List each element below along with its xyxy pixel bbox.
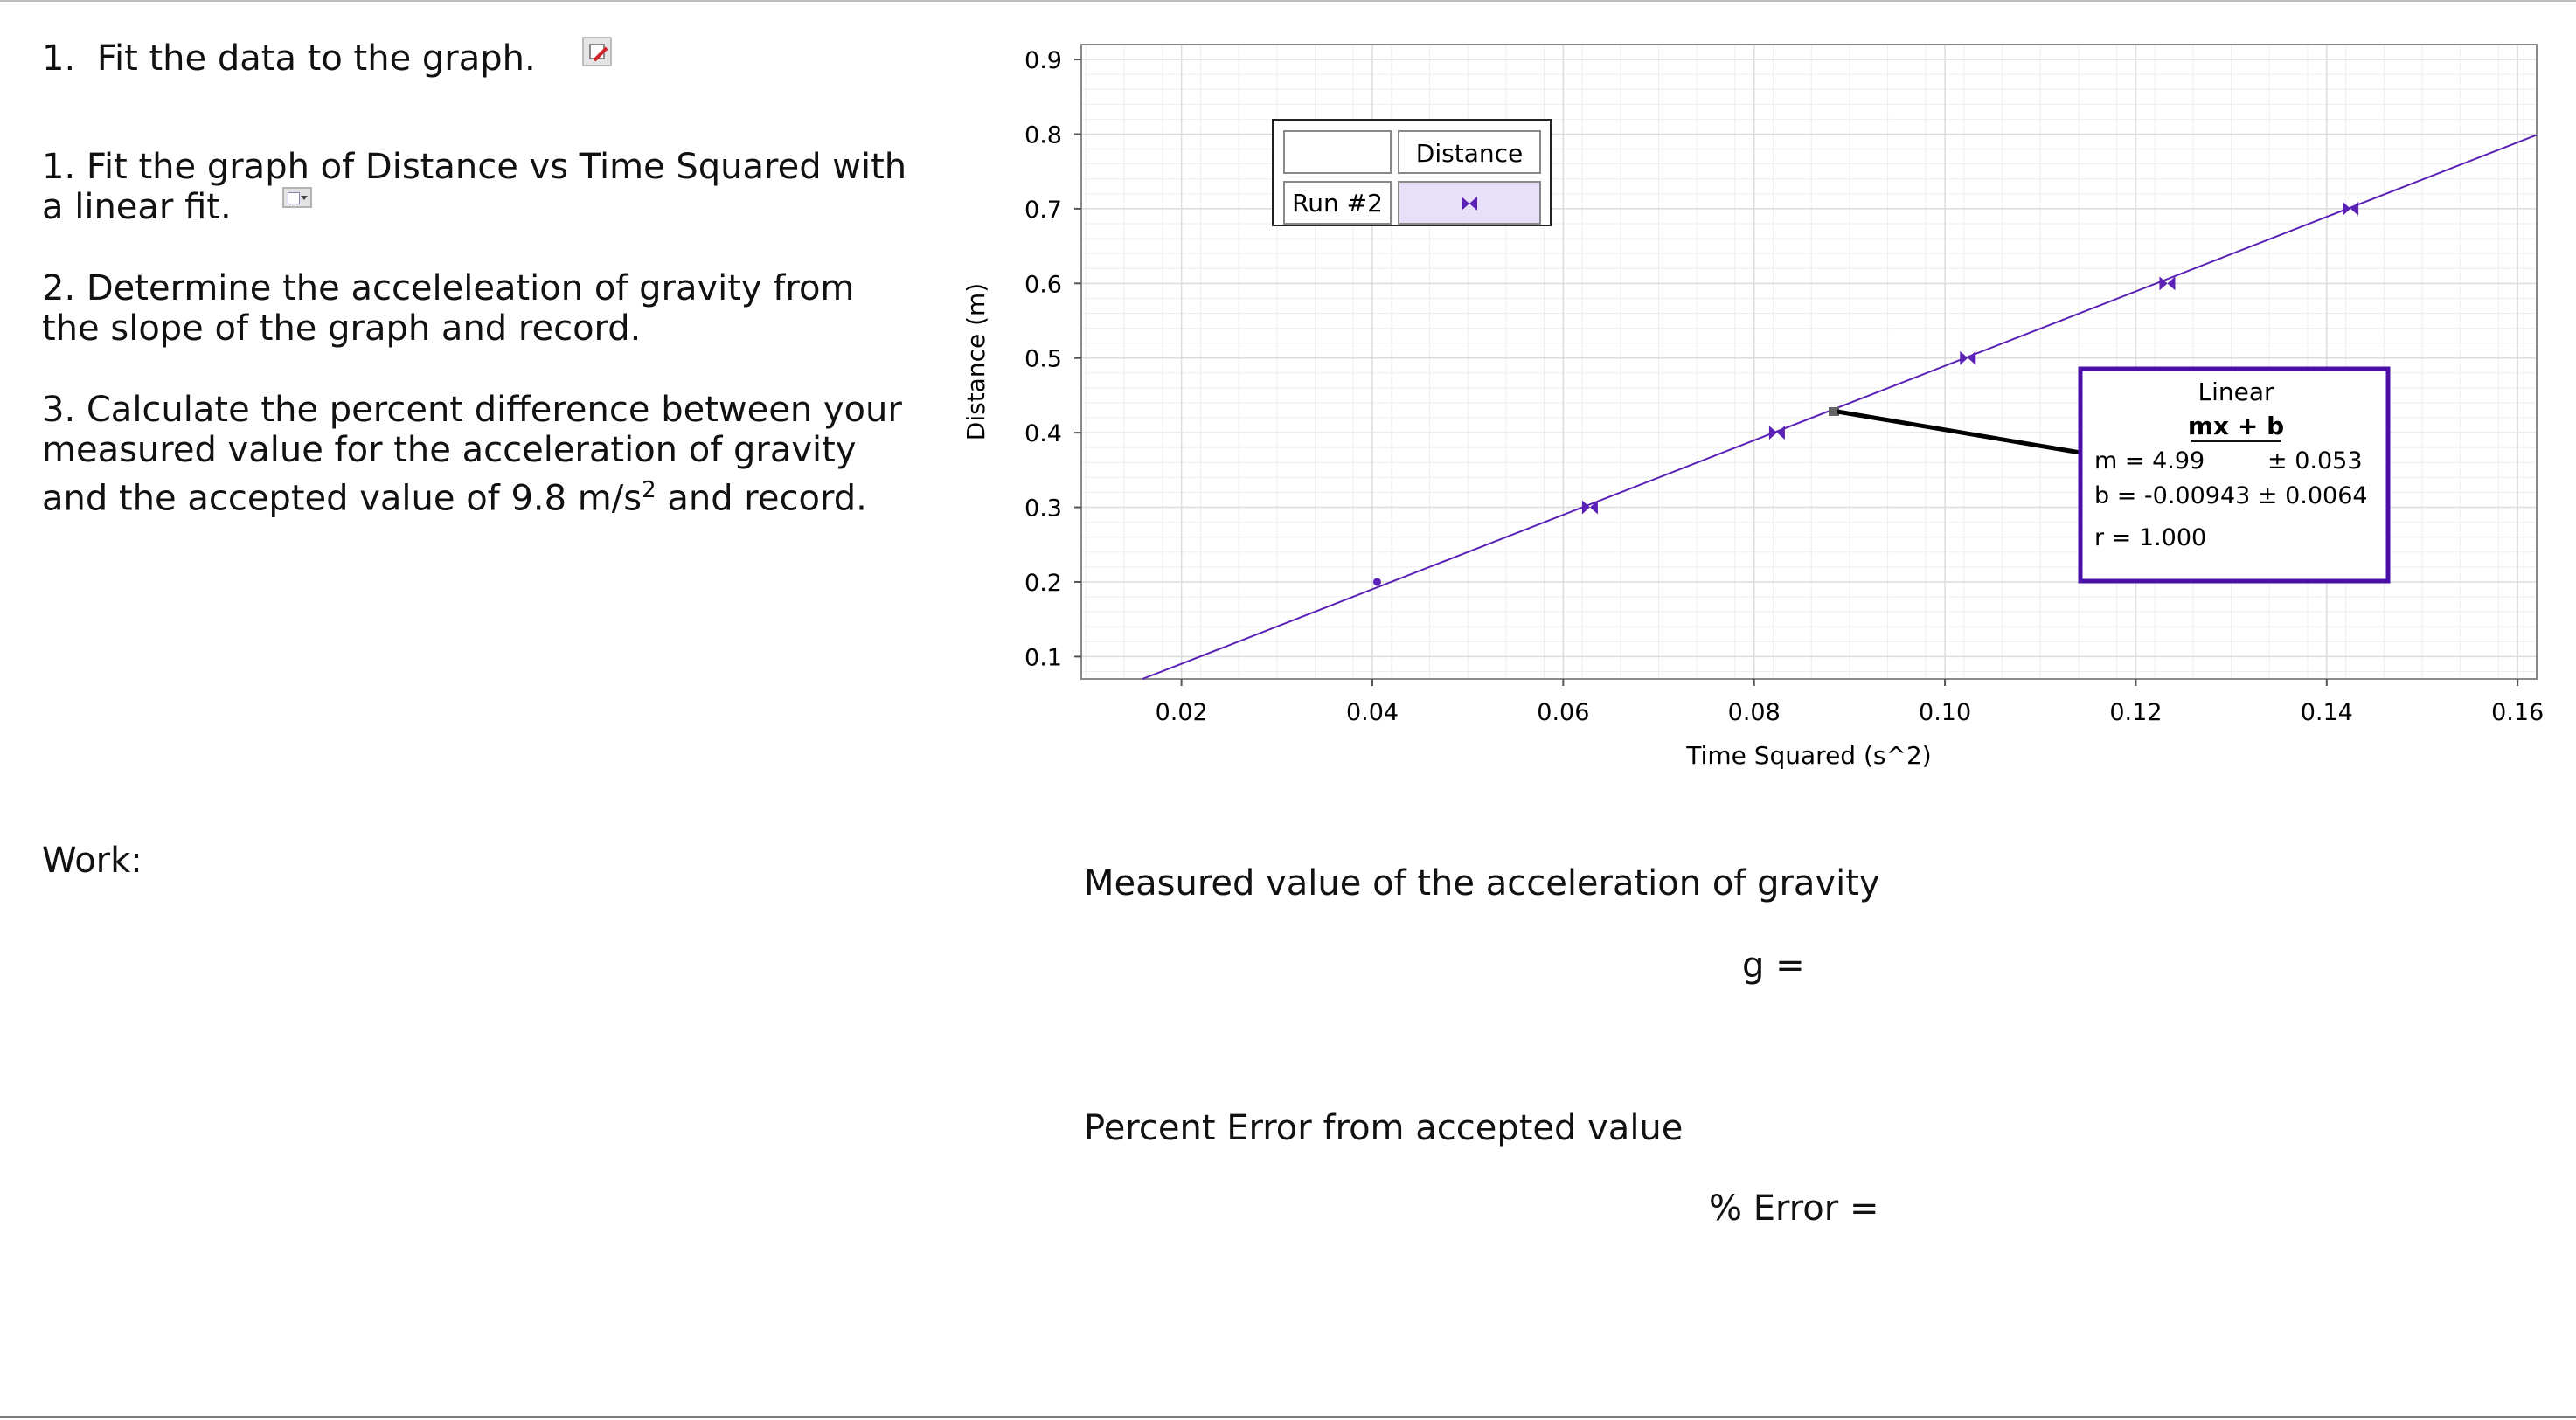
linear-fit-line[interactable] xyxy=(1142,134,2538,680)
y-tick-label: 0.6 xyxy=(1024,271,1062,298)
measured-value-label: Measured value of the acceleration of gr… xyxy=(1084,863,1880,904)
legend-row-cell xyxy=(1283,181,1392,225)
x-tick-label: 0.02 xyxy=(1156,699,1208,726)
y-tick-label: 0.5 xyxy=(1024,346,1062,373)
fit-correlation: r = 1.000 xyxy=(2094,524,2206,551)
fit-anchor-marker[interactable] xyxy=(1829,407,1839,416)
data-point[interactable] xyxy=(1960,350,1976,365)
data-point[interactable] xyxy=(2343,201,2359,216)
data-point[interactable] xyxy=(1581,500,1598,515)
legend-marker-cell[interactable] xyxy=(1398,181,1541,225)
step-2: 2. Determine the acceleleation of gravit… xyxy=(42,268,855,349)
bottom-border xyxy=(0,1416,2576,1418)
top-border xyxy=(0,0,2576,2)
data-point[interactable] xyxy=(2159,276,2176,291)
fit-slope: m = 4.99 xyxy=(2094,447,2205,474)
legend-run-label: Run #2 xyxy=(1292,189,1383,218)
plot-frame xyxy=(1080,44,2538,680)
work-label: Work: xyxy=(42,841,142,881)
legend-column-header: Distance xyxy=(1416,139,1523,168)
legend-empty-cell xyxy=(1283,130,1392,174)
curve-fit-icon[interactable] xyxy=(582,37,612,66)
x-axis-label: Time Squared (s^2) xyxy=(1685,741,1931,770)
page-heading: 1. Fit the data to the graph. xyxy=(42,38,536,79)
step-1: 1. Fit the graph of Distance vs Time Squ… xyxy=(42,147,916,227)
percent-error-equals-label: % Error = xyxy=(1709,1188,1879,1229)
g-equals-label: g = xyxy=(1742,946,1805,986)
x-tick-label: 0.04 xyxy=(1346,699,1399,726)
data-point[interactable] xyxy=(1768,426,1785,440)
fit-box-equation: mx + b xyxy=(2188,412,2284,440)
fit-callout-leader xyxy=(1837,409,2081,455)
fit-slope-uncertainty: ± 0.053 xyxy=(2267,447,2363,474)
step-3: 3. Calculate the percent difference betw… xyxy=(42,390,902,519)
x-tick-label: 0.16 xyxy=(2491,699,2544,726)
fit-box-title: Linear xyxy=(2198,378,2274,406)
x-tick-label: 0.08 xyxy=(1728,699,1781,726)
x-tick-label: 0.12 xyxy=(2109,699,2162,726)
fit-intercept: b = -0.00943 ± 0.0064 xyxy=(2094,482,2368,509)
fit-menu-icon[interactable] xyxy=(281,187,312,208)
y-tick-label: 0.9 xyxy=(1024,47,1062,74)
x-tick-label: 0.14 xyxy=(2301,699,2353,726)
legend[interactable]: Distance Run #2 xyxy=(1272,119,1552,226)
heading-text: Fit the data to the graph. xyxy=(96,38,536,79)
distance-vs-time-squared-chart[interactable]: 0.02 0.04 0.06 0.08 0.10 0.12 0.14 0.16 0.1 0.2 0.… xyxy=(944,26,2561,795)
percent-error-label: Percent Error from accepted value xyxy=(1084,1108,1684,1148)
y-tick-label: 0.1 xyxy=(1024,644,1062,671)
linear-fit-box[interactable]: Linear mx + b m = 4.99 ± 0.053 b = -0.00… xyxy=(2078,366,2391,584)
step-1-text: 1. Fit the graph of Distance vs Time Squ… xyxy=(42,147,907,227)
y-tick-label: 0.3 xyxy=(1024,495,1062,523)
x-tick-label: 0.06 xyxy=(1537,699,1589,726)
instructions: 1. Fit the graph of Distance vs Time Squ… xyxy=(42,147,916,559)
legend-header-cell xyxy=(1398,130,1541,174)
y-tick-label: 0.4 xyxy=(1024,420,1062,447)
y-tick-label: 0.8 xyxy=(1024,121,1062,149)
heading-number: 1. xyxy=(42,38,76,79)
y-tick-label: 0.2 xyxy=(1024,570,1062,597)
data-point[interactable] xyxy=(1372,578,1381,586)
y-axis-label: Distance (m) xyxy=(962,283,990,440)
y-tick-label: 0.7 xyxy=(1024,197,1062,224)
graph-panel[interactable]: 0.02 0.04 0.06 0.08 0.10 0.12 0.14 0.16 0.1 0.2 0.… xyxy=(944,26,2561,795)
x-tick-label: 0.10 xyxy=(1919,699,1971,726)
legend-marker-icon xyxy=(1462,197,1477,211)
